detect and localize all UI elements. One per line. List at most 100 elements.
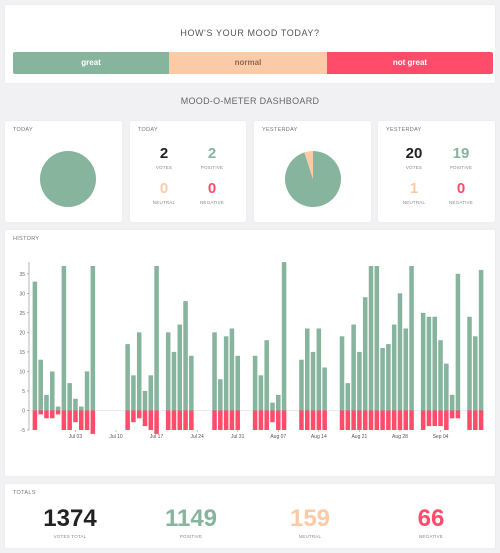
bar-positive xyxy=(473,336,478,411)
bar-positive xyxy=(478,269,484,411)
bar-negative xyxy=(148,410,154,430)
x-tick-label: Jul 17 xyxy=(150,434,164,440)
bar-negative xyxy=(310,410,316,430)
bar-positive xyxy=(397,293,403,411)
bar-negative xyxy=(177,410,183,430)
bar-negative xyxy=(90,410,96,434)
mood-panel: HOW'S YOUR MOOD TODAY? great normal not … xyxy=(5,5,495,83)
bar-positive xyxy=(223,336,229,411)
bar-negative xyxy=(32,410,38,430)
bar-negative xyxy=(235,410,240,430)
bar-positive xyxy=(444,363,449,411)
pie-slice-neutral xyxy=(304,151,313,179)
bar-positive xyxy=(391,324,397,411)
bar-positive xyxy=(362,297,368,411)
neutral-label: NEUTRAL xyxy=(402,200,426,205)
bar-positive xyxy=(212,332,217,411)
yesterday-negative-value: 0 xyxy=(456,180,466,197)
total-votes-value: 1374 xyxy=(43,505,97,532)
bar-negative xyxy=(304,410,310,430)
bar-negative xyxy=(478,410,484,430)
bar-positive xyxy=(264,340,269,411)
bar-negative xyxy=(455,410,461,419)
bar-negative xyxy=(380,410,385,430)
bar-positive xyxy=(67,383,72,411)
bar-positive xyxy=(403,328,409,411)
great-button[interactable]: great xyxy=(13,52,169,74)
bar-positive xyxy=(229,328,235,411)
bar-positive xyxy=(270,402,275,411)
y-tick-label: -5 xyxy=(21,428,26,434)
bar-negative xyxy=(50,410,55,419)
today-neutral-value: 0 xyxy=(159,180,169,197)
bar-negative xyxy=(409,410,414,430)
bar-positive xyxy=(177,324,183,411)
bar-negative xyxy=(270,410,275,423)
bar-positive xyxy=(455,273,461,411)
totals-title: TOTALS xyxy=(13,490,36,496)
today-positive-stat: 2 POSITIVE xyxy=(192,146,232,171)
bar-positive xyxy=(90,266,96,411)
today-stats-card: TODAY 2 VOTES 2 POSITIVE 0 NEUTRAL 0 NEG… xyxy=(130,121,246,222)
y-tick-label: 15 xyxy=(19,350,25,356)
total-negative-stat: 66 NEGATIVE xyxy=(381,505,481,540)
bar-positive xyxy=(148,375,154,411)
yesterday-negative-stat: 0 NEGATIVE xyxy=(441,180,481,206)
dashboard-title: MOOD-O-METER DASHBOARD xyxy=(180,96,320,106)
x-tick-label: Aug 07 xyxy=(270,434,286,440)
yesterday-pie-card: YESTERDAY xyxy=(254,121,371,222)
bar-negative xyxy=(154,410,159,434)
today-neutral-stat: 0 NEUTRAL xyxy=(144,180,184,206)
today-votes-stat: 2 VOTES xyxy=(144,146,184,171)
bar-positive xyxy=(73,398,78,411)
bar-positive xyxy=(432,316,438,411)
bar-positive xyxy=(218,379,223,411)
bar-negative xyxy=(368,410,374,430)
pie-slice-positive xyxy=(40,151,96,207)
bar-positive xyxy=(55,406,61,411)
yesterday-votes-stat: 20 VOTES xyxy=(394,146,434,171)
bar-negative xyxy=(316,410,322,430)
bar-negative xyxy=(165,410,171,430)
bar-positive xyxy=(449,394,455,411)
not-great-button[interactable]: not great xyxy=(327,52,493,74)
bar-positive xyxy=(438,340,443,411)
y-tick-label: 25 xyxy=(19,311,25,317)
bar-positive xyxy=(125,344,130,411)
bar-negative xyxy=(171,410,177,430)
votes-label: VOTES xyxy=(155,165,173,170)
bar-negative xyxy=(189,410,194,430)
bar-negative xyxy=(61,410,67,430)
totals-panel: TOTALS 1374 VOTES TOTAL 1149 POSITIVE 15… xyxy=(5,484,495,548)
bar-negative xyxy=(229,410,235,430)
today-pie-card: TODAY xyxy=(5,121,122,222)
neutral-label: NEUTRAL xyxy=(152,200,176,205)
bar-positive xyxy=(78,406,84,411)
bar-positive xyxy=(136,332,142,411)
bar-negative xyxy=(252,410,258,430)
yesterday-neutral-value: 1 xyxy=(409,180,419,197)
bar-negative xyxy=(444,410,449,430)
y-tick-label: 30 xyxy=(19,291,25,297)
bar-positive xyxy=(386,344,391,411)
bar-positive xyxy=(374,266,380,411)
y-tick-label: 10 xyxy=(19,369,25,375)
total-negative-value: 66 xyxy=(417,505,445,532)
bar-positive xyxy=(426,316,432,411)
bar-positive xyxy=(339,336,345,411)
bar-positive xyxy=(142,390,148,411)
today-negative-value: 0 xyxy=(207,180,217,197)
bar-negative xyxy=(438,410,443,427)
bar-negative xyxy=(258,410,264,430)
bar-positive xyxy=(171,351,177,411)
votes-label: VOTES xyxy=(405,165,423,170)
bar-positive xyxy=(420,312,426,411)
x-tick-label: Aug 21 xyxy=(351,434,367,440)
total-positive-stat: 1149 POSITIVE xyxy=(141,506,241,540)
bar-positive xyxy=(189,355,194,411)
bar-negative xyxy=(397,410,403,430)
bar-negative xyxy=(223,410,229,430)
bar-negative xyxy=(264,410,269,430)
negative-label: NEGATIVE xyxy=(448,200,474,205)
normal-button[interactable]: normal xyxy=(169,52,327,74)
